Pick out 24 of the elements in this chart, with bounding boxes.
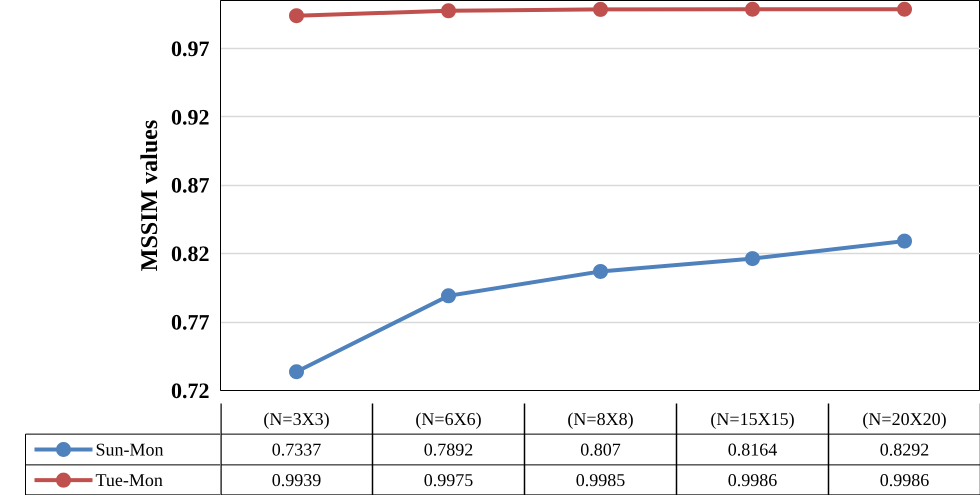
x-tick-label: (N=8X8) — [567, 408, 634, 429]
data-label: 0.8164 — [728, 440, 778, 460]
y-tick-label: 0.72 — [171, 378, 210, 403]
legend-label: Sun-Mon — [96, 440, 164, 460]
data-label: 0.9985 — [576, 470, 626, 490]
x-tick-label: (N=3X3) — [263, 408, 330, 429]
y-tick-label: 0.97 — [171, 36, 210, 61]
y-tick-label: 0.82 — [171, 241, 210, 266]
data-label: 0.7337 — [272, 440, 322, 460]
y-tick-label: 0.92 — [171, 104, 210, 130]
x-tick-label: (N=6X6) — [415, 408, 482, 429]
data-label: 0.7892 — [424, 440, 474, 460]
data-label: 0.8292 — [880, 440, 930, 460]
legend-label: Tue-Mon — [96, 470, 163, 490]
y-tick-label: 0.77 — [171, 310, 210, 335]
y-axis-title: MSSIM values — [137, 120, 163, 272]
x-tick-label: (N=20X20) — [862, 408, 947, 429]
data-label: 0.9986 — [880, 470, 930, 490]
data-label: 0.807 — [580, 440, 621, 460]
y-tick-label: 0.87 — [171, 172, 210, 198]
x-tick-label: (N=15X15) — [710, 408, 795, 429]
data-label: 0.9986 — [728, 470, 778, 490]
data-label: 0.9975 — [424, 470, 474, 490]
data-label: 0.9939 — [272, 470, 322, 490]
